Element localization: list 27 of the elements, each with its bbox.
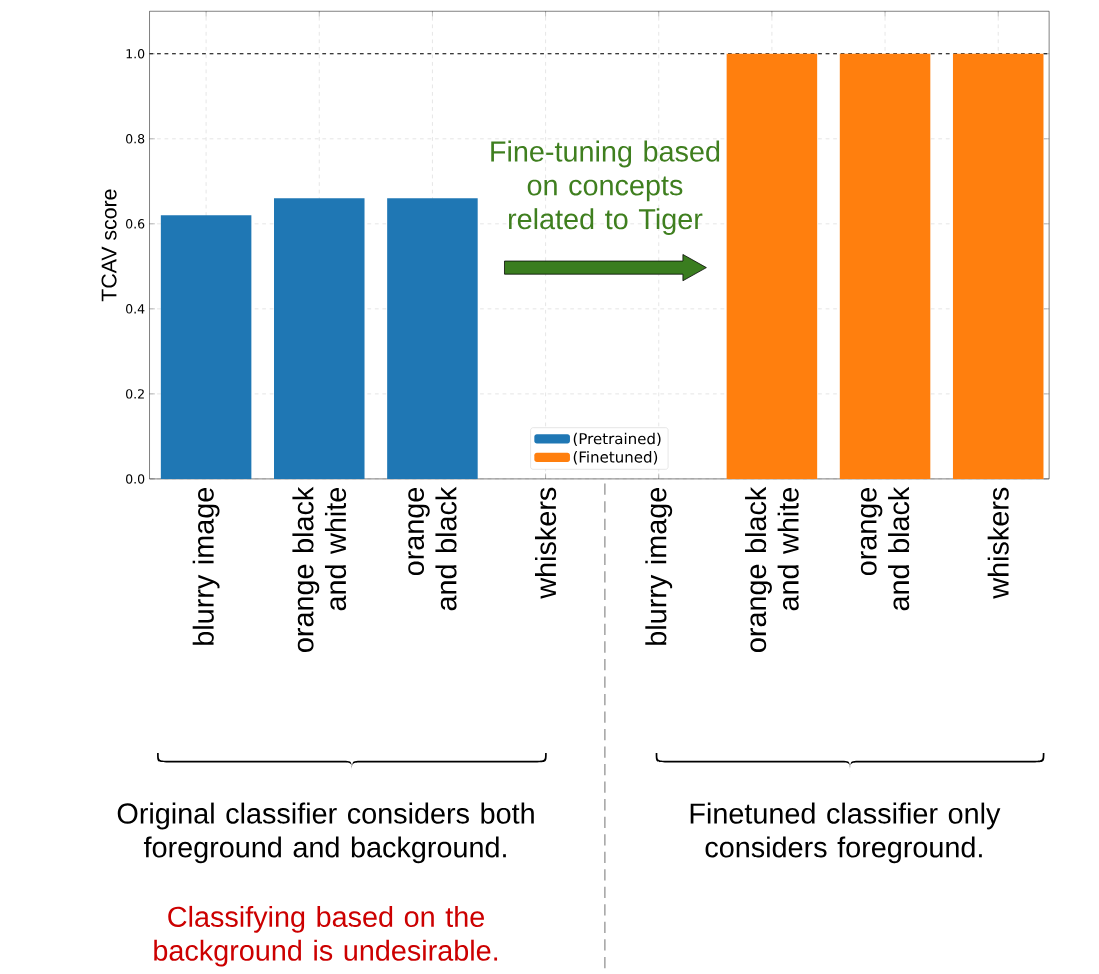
x-tick-label: orange black and white — [745, 486, 799, 652]
x-tick-label: orange and black — [860, 486, 910, 611]
bar — [952, 53, 1044, 479]
x-tick-label: orange black and white — [292, 486, 347, 652]
annotation: Fine-tuning based on concepts related to Tiger — [491, 140, 720, 235]
y-tick-label: 0.6 — [126, 218, 145, 229]
y-tick-label: 1.0 — [126, 48, 145, 59]
bar — [160, 215, 252, 479]
x-tick-label: orange and black — [408, 486, 457, 611]
y-axis-title: TCAV score — [101, 189, 117, 301]
y-tick-label: 0.2 — [126, 388, 144, 399]
bar — [726, 53, 818, 479]
y-tick-label: 0.4 — [126, 303, 145, 314]
x-tick-label: blurry image — [645, 487, 673, 645]
bar — [839, 53, 931, 479]
y-tick-label: 0.0 — [126, 473, 145, 484]
text: Classifying based on the background is undesirable. — [154, 905, 498, 967]
x-tick-label: whiskers — [987, 487, 1009, 599]
text: Original classifier considers both foreground and background. — [117, 802, 534, 864]
y-tick-label: 0.8 — [126, 133, 145, 144]
x-tick-label: blurry image — [192, 487, 220, 645]
legend-label: (Finetuned) — [573, 450, 658, 465]
bar — [274, 198, 365, 479]
x-tick-label: whiskers — [535, 487, 557, 599]
text: Finetuned classifier only considers foreground. — [690, 802, 1001, 864]
legend-label: (Pretrained) — [573, 432, 661, 446]
bar — [387, 198, 478, 479]
